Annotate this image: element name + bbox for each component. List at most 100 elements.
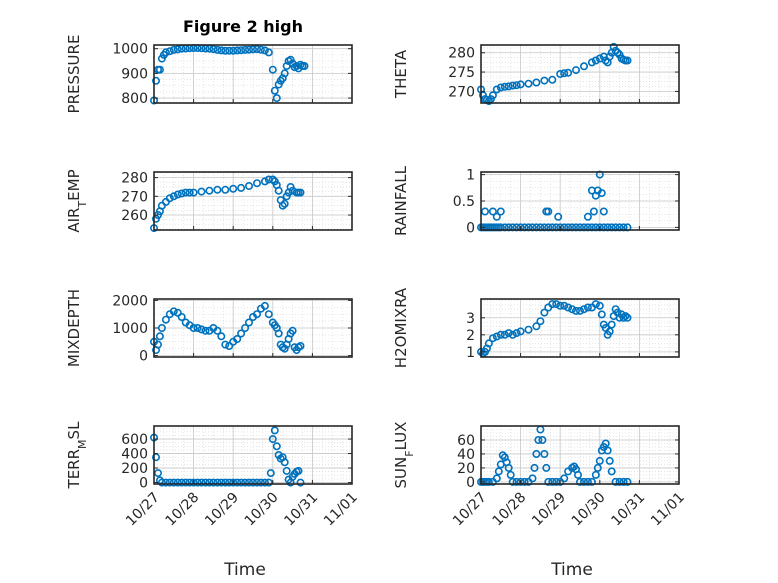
data-point <box>484 339 493 348</box>
data-point <box>173 308 182 317</box>
data-point <box>274 329 283 338</box>
data-point <box>264 478 273 487</box>
data-point <box>173 190 182 199</box>
data-point <box>500 330 509 339</box>
data-point <box>280 69 289 78</box>
data-point <box>245 318 254 327</box>
data-point <box>548 300 557 309</box>
data-point <box>496 83 505 92</box>
data-point <box>593 463 602 472</box>
data-point <box>300 61 309 70</box>
data-point <box>280 199 289 208</box>
data-point <box>169 478 178 487</box>
plot-area <box>481 426 679 484</box>
data-point <box>560 474 569 483</box>
data-point <box>268 65 277 74</box>
subplot-4: 0 0.5 1 RAINFALL <box>392 165 680 236</box>
data-point <box>607 467 616 476</box>
data-point <box>619 477 628 486</box>
data-point <box>169 192 178 201</box>
data-point <box>201 478 210 487</box>
data-point <box>221 340 230 349</box>
data-point <box>532 78 541 87</box>
data-point <box>568 305 577 314</box>
y-tick-label: 275 <box>448 65 475 81</box>
axes-frame <box>480 298 680 358</box>
data-point <box>500 82 509 91</box>
data-point <box>152 76 161 85</box>
data-point <box>530 463 539 472</box>
y-tick-label: 60 <box>457 433 475 449</box>
data-point <box>185 188 194 197</box>
data-point <box>532 449 541 458</box>
data-point <box>266 469 275 478</box>
data-point <box>296 478 305 487</box>
y-tick-label: 1000 <box>112 321 148 337</box>
y-axis-label: SUNFLUX <box>392 422 416 489</box>
data-point <box>169 307 178 316</box>
data-point <box>564 303 573 312</box>
data-point <box>229 478 238 487</box>
data-point <box>189 478 198 487</box>
data-point <box>548 477 557 486</box>
y-tick-label: 40 <box>457 447 475 463</box>
data-point <box>213 478 222 487</box>
data-point <box>245 45 254 54</box>
data-point <box>264 48 273 57</box>
subplot-2: 270 275 280 THETA <box>392 42 680 106</box>
y-tick-label: 400 <box>121 447 148 463</box>
data-point <box>607 320 616 329</box>
data-point <box>496 207 505 216</box>
data-point <box>280 458 289 467</box>
subplot-6: 123 H2OMIXRA <box>392 287 680 368</box>
data-point <box>623 56 632 65</box>
data-point <box>605 327 614 336</box>
data-point <box>564 68 573 77</box>
data-point <box>496 330 505 339</box>
data-point <box>274 186 283 195</box>
data-point <box>221 478 230 487</box>
data-point <box>161 315 170 324</box>
data-point <box>233 334 242 343</box>
data-point <box>155 332 164 341</box>
data-point <box>237 329 246 338</box>
y-axis-label: H2OMIXRA <box>392 287 410 368</box>
data-point <box>278 201 287 210</box>
marker-series <box>477 300 632 358</box>
marker-series <box>477 42 632 106</box>
marker-series <box>477 425 632 486</box>
data-point <box>213 185 222 194</box>
chart-title: Figure 2 high <box>183 17 303 36</box>
data-point <box>583 212 592 221</box>
axes-frame <box>153 425 353 485</box>
data-point <box>556 301 565 310</box>
data-point <box>268 435 277 444</box>
data-point <box>619 313 628 322</box>
data-point <box>193 478 202 487</box>
data-point <box>253 478 262 487</box>
data-point <box>189 188 198 197</box>
data-point <box>260 478 269 487</box>
plot-area <box>154 45 352 103</box>
data-point <box>591 300 600 309</box>
data-point <box>165 478 174 487</box>
data-point <box>540 308 549 317</box>
data-point <box>623 477 632 486</box>
data-point <box>609 42 618 51</box>
data-point <box>540 449 549 458</box>
data-point <box>237 46 246 55</box>
data-point <box>532 322 541 331</box>
y-tick-label: 1 <box>466 168 475 184</box>
data-point <box>544 207 553 216</box>
data-point <box>241 478 250 487</box>
y-tick-label: 0 <box>139 349 148 365</box>
data-point <box>213 326 222 335</box>
y-tick-label: 200 <box>121 461 148 477</box>
data-point <box>173 478 182 487</box>
data-point <box>177 312 186 321</box>
data-point <box>205 478 214 487</box>
axes-frame <box>480 425 680 485</box>
y-tick-label: 20 <box>457 461 475 477</box>
data-point <box>249 478 258 487</box>
data-point <box>181 188 190 197</box>
